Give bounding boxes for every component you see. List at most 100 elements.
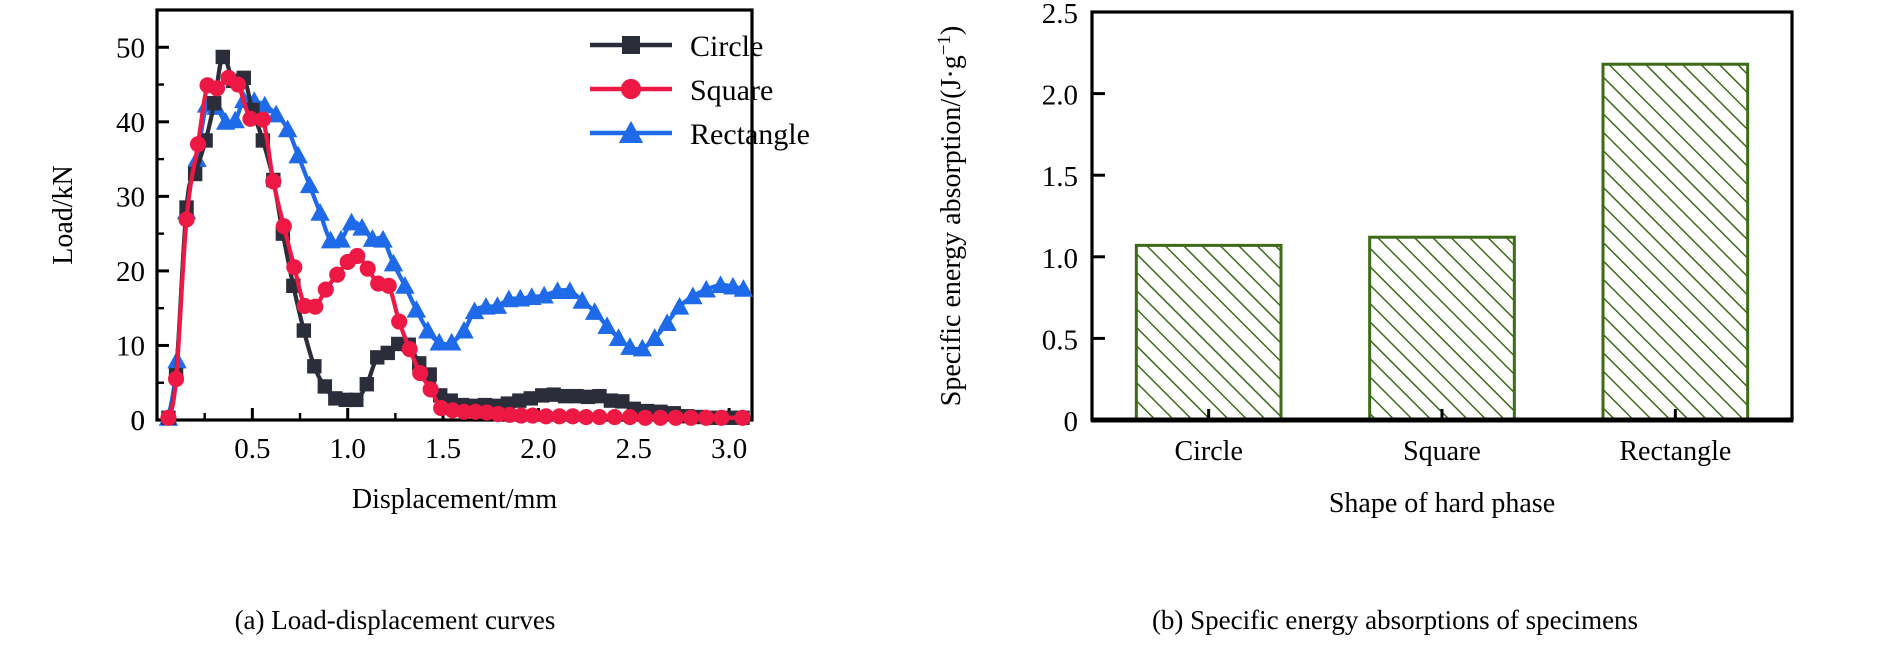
series-marker-triangle <box>441 332 462 351</box>
series-marker-circle <box>359 260 376 277</box>
series-marker-square <box>359 377 374 392</box>
series-marker-circle <box>209 80 226 97</box>
series-marker-circle <box>637 409 654 426</box>
series-marker-circle <box>391 313 408 330</box>
y-tick-label: 50 <box>116 32 145 64</box>
series-marker-circle <box>168 370 185 388</box>
series-marker-triangle <box>255 95 275 114</box>
x-tick-label: 2.5 <box>616 433 652 465</box>
y-axis-title: Load/kN <box>48 165 79 265</box>
bar-rect <box>1601 62 1750 422</box>
series-marker-circle <box>524 407 541 424</box>
series-marker-circle <box>713 409 730 426</box>
series-marker-circle <box>254 111 271 128</box>
y-tick-label: 1.5 <box>1042 161 1078 193</box>
series-marker-triangle <box>669 296 690 315</box>
series-marker-circle <box>537 408 555 425</box>
series-marker-triangle <box>341 212 362 231</box>
series-marker-square <box>557 388 573 404</box>
legend-label-rectangle: Rectangle <box>690 118 810 151</box>
series-marker-triangle <box>608 328 629 346</box>
series-marker-triangle <box>657 313 677 332</box>
series-marker-triangle <box>225 110 245 129</box>
series-marker-triangle <box>383 253 404 272</box>
series-marker-circle <box>682 409 700 426</box>
series-marker-square <box>535 388 550 403</box>
series-marker-triangle <box>277 119 298 138</box>
series-marker-circle <box>401 341 418 358</box>
series-marker-circle <box>317 281 334 298</box>
legend-label-circle: Circle <box>690 30 763 63</box>
bar-rectangle <box>1601 62 1750 422</box>
legend: Circle Square Rectangle <box>590 30 810 151</box>
series-marker-triangle <box>487 296 508 314</box>
y-tick-label: 40 <box>116 107 145 139</box>
series-marker-triangle <box>534 285 554 304</box>
series-marker-square <box>307 359 322 374</box>
caption-panel-a: (a) Load-displacement curves <box>234 605 556 635</box>
y-tick-label: 0 <box>131 405 146 437</box>
x-axis-title: Displacement/mm <box>352 484 558 515</box>
svg-text:Specific energy absorption/(J·: Specific energy absorption/(J·g−1) <box>934 26 967 407</box>
x-tick-label: 3.0 <box>711 433 747 465</box>
series-marker-circle <box>620 78 642 100</box>
series-marker-circle <box>467 403 484 420</box>
x-tick-label: 1.0 <box>330 433 366 465</box>
series-marker-triangle <box>299 175 320 194</box>
y-tick-label: 20 <box>116 256 145 288</box>
series-marker-square <box>546 387 561 402</box>
bar-circle <box>1134 243 1283 422</box>
x-tick-label-circle: Circle <box>1174 436 1242 467</box>
series-marker-circle <box>667 409 684 426</box>
series-marker-circle <box>380 277 397 294</box>
series-marker-triangle <box>266 104 286 123</box>
series-marker-circle <box>591 408 608 426</box>
y-tick-label: 1.0 <box>1042 243 1078 275</box>
series-marker-square <box>512 393 527 408</box>
y-axis-title: Specific energy absorption/(J·g−1) <box>934 26 967 407</box>
series-marker-circle <box>734 409 751 426</box>
series-marker-triangle <box>632 338 653 357</box>
series-marker-square <box>207 95 222 111</box>
series-marker-square <box>349 392 364 408</box>
series-marker-circle <box>275 218 292 235</box>
y-tick-label: 30 <box>116 181 145 213</box>
series-marker-circle <box>501 406 518 423</box>
series-marker-square <box>569 388 584 404</box>
x-axis-title: Shape of hard phase <box>1329 488 1555 519</box>
series-marker-circle <box>551 408 568 425</box>
series-marker-square <box>592 388 607 404</box>
panel-a-load-displacement: 0 10 20 30 40 50 0.5 1.0 1.5 2.0 2.5 3.0 0 Displaceme… <box>0 0 900 656</box>
panel-b-energy-absorption: 0 0.5 1.0 1.5 2.0 2.5 Circle Square Rectangle Sha… <box>900 0 1890 656</box>
series-marker-circle <box>606 408 623 426</box>
series-marker-circle <box>455 403 473 420</box>
series-marker-square <box>580 389 596 405</box>
series-marker-circle <box>178 211 195 228</box>
series-marker-triangle <box>395 276 415 294</box>
plot-frame <box>155 8 754 422</box>
y-tick-label: 2.5 <box>1042 0 1078 30</box>
series-marker-triangle <box>310 203 330 221</box>
series-marker-triangle <box>733 279 754 297</box>
series-marker-triangle <box>352 217 372 236</box>
series-marker-circle <box>698 409 715 426</box>
y-tick-label: 10 <box>116 330 145 362</box>
series-marker-triangle <box>288 145 308 164</box>
y-axis-title-tail: ) <box>936 26 967 35</box>
series-marker-circle <box>329 266 346 283</box>
y-tick-label-zero: 0 <box>131 405 146 437</box>
series-marker-square <box>603 393 619 408</box>
caption-panel-b: (b) Specific energy absorptions of speci… <box>1151 605 1639 635</box>
series-square <box>160 69 751 426</box>
bar-square <box>1368 235 1516 422</box>
series-marker-circle <box>490 405 507 423</box>
series-marker-circle <box>160 409 177 426</box>
series-marker-circle <box>564 408 581 425</box>
specific-energy-bar-chart: 0 0.5 1.0 1.5 2.0 2.5 Circle Square Rectangle Sha… <box>934 0 1794 519</box>
x-tick-label: 1.5 <box>425 433 461 465</box>
series-marker-triangle <box>560 281 580 300</box>
series-marker-circle <box>652 409 669 426</box>
series-marker-triangle <box>373 229 393 248</box>
series-marker-triangle <box>683 286 703 305</box>
